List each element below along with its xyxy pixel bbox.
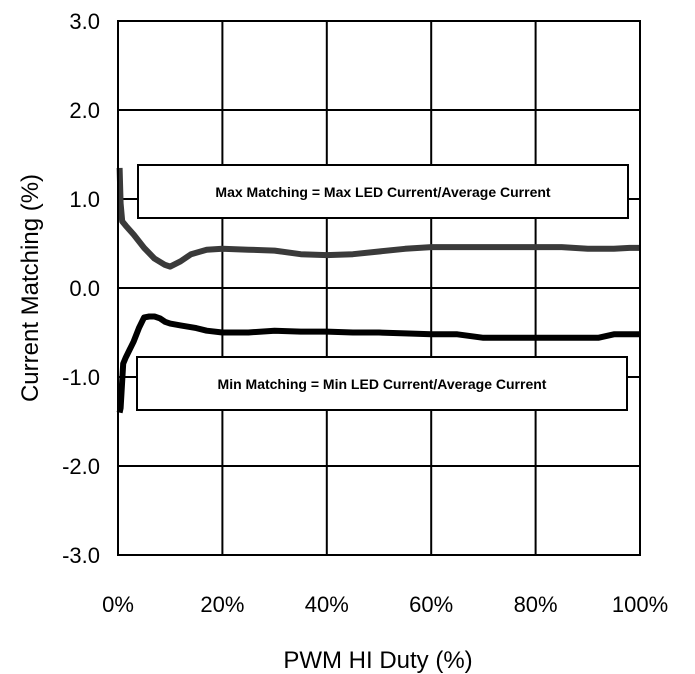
- x-tick-label: 20%: [200, 592, 244, 617]
- y-tick-label: 1.0: [69, 187, 100, 212]
- x-tick-label: 100%: [612, 592, 668, 617]
- y-tick-label: -3.0: [62, 543, 100, 568]
- x-tick-label: 80%: [514, 592, 558, 617]
- annotations: Max Matching = Max LED Current/Average C…: [136, 164, 629, 411]
- series-line-1: [116, 167, 640, 270]
- y-tick-label: 2.0: [69, 98, 100, 123]
- x-tick-label: 60%: [409, 592, 453, 617]
- annotation-box-min: [136, 356, 628, 411]
- plot-frame: [117, 20, 641, 556]
- annotation-max-text: Max Matching = Max LED Current/Average C…: [215, 184, 551, 200]
- y-tick-label: -2.0: [62, 454, 100, 479]
- annotation-min-text: Min Matching = Min LED Current/Average C…: [218, 376, 547, 392]
- y-axis-title: Current Matching (%): [17, 174, 44, 402]
- y-tick-labels: 3.0 2.0 1.0 0.0 -1.0 -2.0 -3.0: [62, 9, 100, 568]
- x-tick-label: 40%: [305, 592, 349, 617]
- series-layer: [116, 167, 640, 414]
- y-tick-label: 3.0: [69, 9, 100, 34]
- grid: [117, 20, 641, 556]
- x-axis-title: PWM HI Duty (%): [283, 647, 472, 674]
- series-line-2: [116, 313, 640, 414]
- x-tick-labels: 0% 20% 40% 60% 80% 100%: [102, 592, 668, 617]
- annotation-box-max: [137, 164, 629, 219]
- y-tick-label: -1.0: [62, 365, 100, 390]
- y-tick-label: 0.0: [69, 276, 100, 301]
- x-tick-label: 0%: [102, 592, 134, 617]
